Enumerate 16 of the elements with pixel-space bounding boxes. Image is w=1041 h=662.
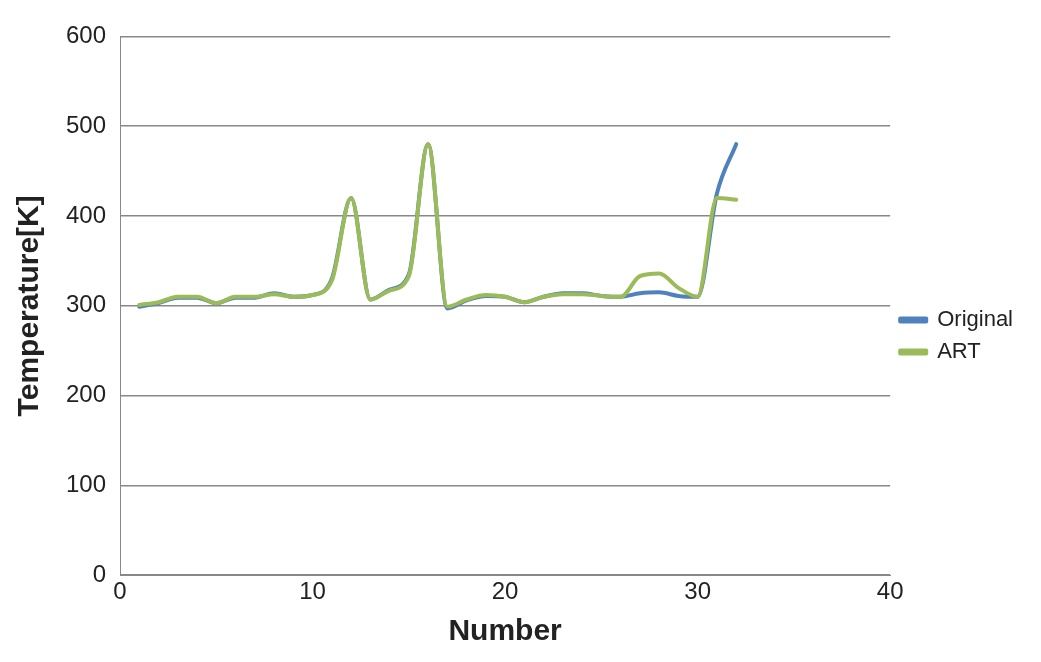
x-tick-label: 40 [876, 577, 904, 605]
y-tick-label: 400 [66, 200, 107, 228]
y-tick-label: 300 [66, 290, 107, 318]
y-tick-label: 0 [92, 559, 107, 587]
x-tick-label: 10 [299, 577, 326, 605]
x-axis-title: Number [448, 613, 563, 647]
x-tick-label: 20 [491, 577, 519, 605]
y-tick-label: 200 [66, 380, 107, 408]
legend-label: Original [937, 306, 1013, 332]
x-tick-label: 30 [684, 577, 712, 605]
y-tick-label: 600 [66, 21, 107, 49]
y-tick-label: 100 [66, 470, 107, 498]
y-axis-title: Temperature[K] [11, 195, 45, 417]
x-tick-label: 0 [113, 577, 127, 605]
legend-label: ART [937, 338, 981, 364]
y-tick-label: 500 [66, 110, 107, 138]
